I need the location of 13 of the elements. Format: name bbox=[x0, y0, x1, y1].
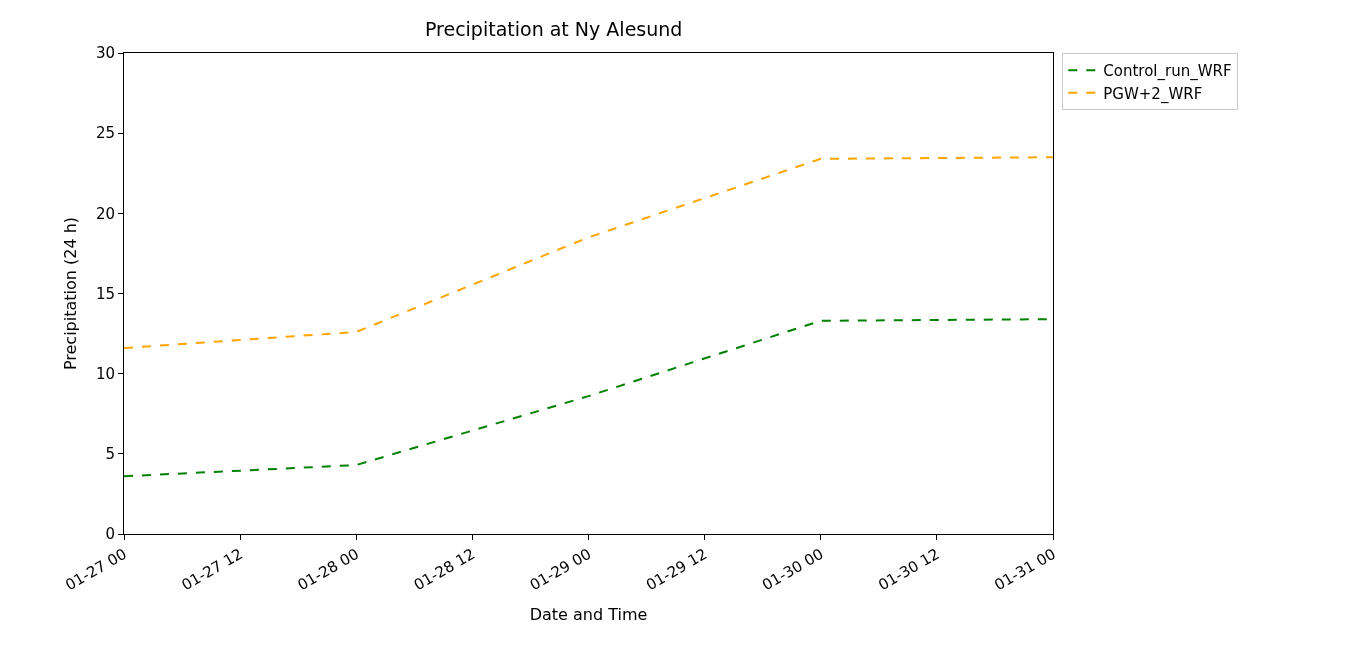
y-tick-label: 10 bbox=[95, 364, 115, 383]
legend-label: Control_run_WRF bbox=[1103, 62, 1232, 82]
y-tick-label: 0 bbox=[105, 525, 115, 544]
y-tick-label: 30 bbox=[95, 44, 115, 63]
chart-title: Precipitation at Ny Alesund bbox=[424, 18, 683, 41]
x-axis-title: Date and Time bbox=[529, 604, 648, 624]
y-axis-title: Precipitation (24 h) bbox=[60, 216, 80, 371]
y-tick-label: 5 bbox=[105, 445, 115, 464]
y-tick-label: 15 bbox=[95, 284, 115, 303]
line-series bbox=[124, 156, 1053, 350]
y-tick-label: 20 bbox=[95, 204, 115, 223]
y-tick-label: 25 bbox=[95, 124, 115, 143]
legend-label: PGW+2_WRF bbox=[1103, 84, 1203, 104]
